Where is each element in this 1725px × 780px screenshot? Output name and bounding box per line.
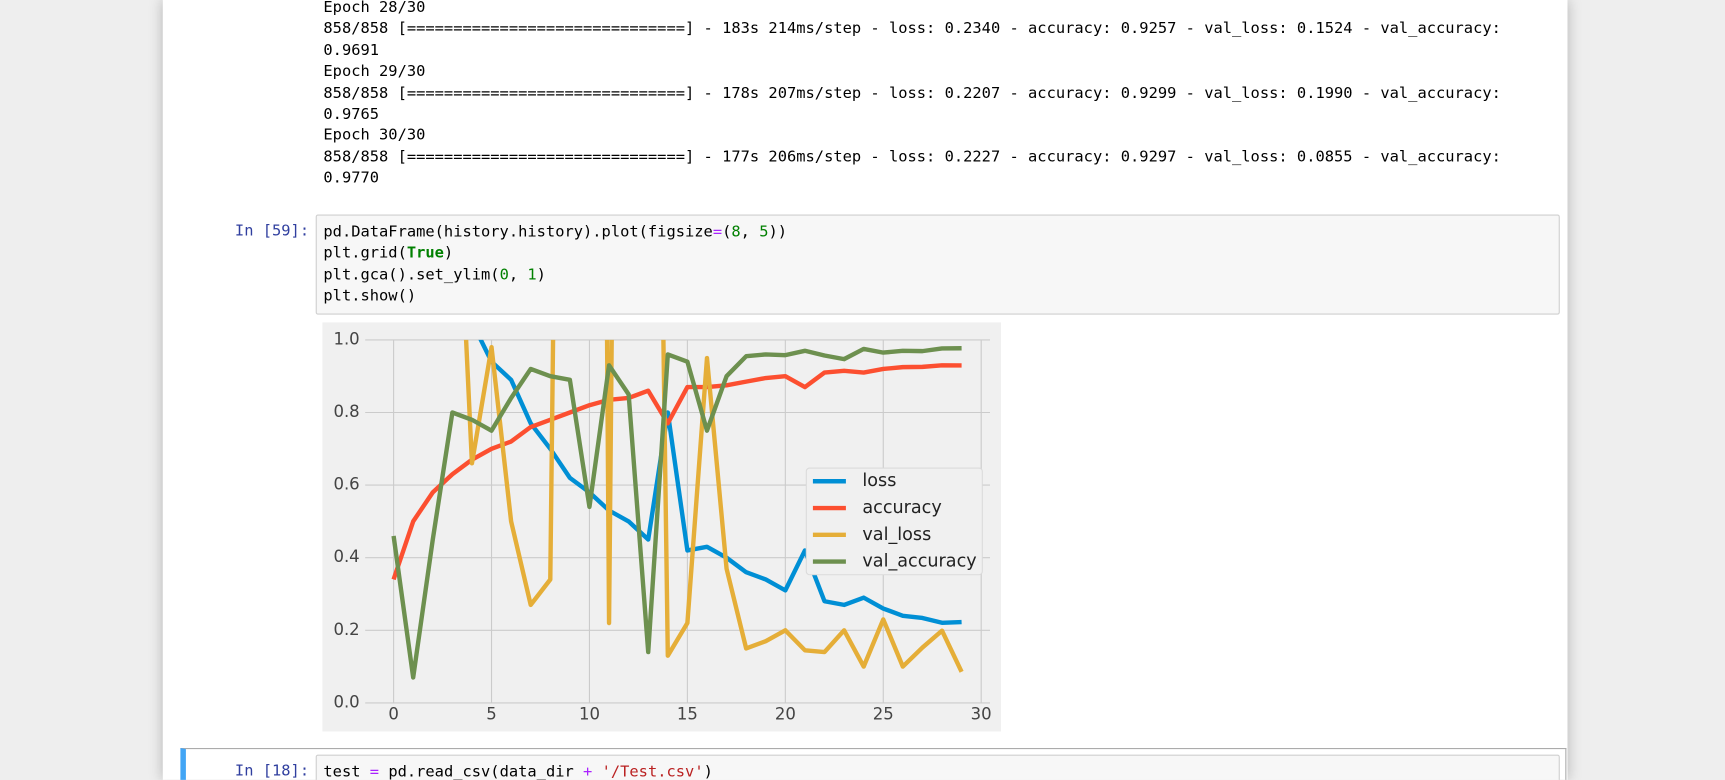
output-line: Epoch 30/30	[323, 126, 426, 145]
y-tick-label: 0.6	[333, 475, 359, 494]
output-line: Epoch 29/30	[323, 62, 426, 81]
code-token: 1	[527, 265, 537, 284]
code-token: '/Test.csv'	[601, 763, 704, 780]
code-token: test	[323, 763, 370, 780]
selected-cell[interactable]	[180, 748, 1567, 780]
code-input[interactable]: pd.DataFrame(history.history).plot(figsi…	[315, 214, 1560, 315]
code-line: pd.DataFrame(history.history).plot(figsi…	[323, 222, 787, 243]
code-token: (	[722, 223, 732, 241]
output-line: 858/858 [==============================]…	[323, 20, 1501, 38]
cell-prompt: In [59]:	[234, 222, 310, 240]
legend-label: loss	[862, 471, 896, 491]
y-tick-label: 0.4	[333, 547, 359, 566]
plot-lines	[391, 339, 964, 680]
chart: 0.0 0.2 0.4 0.6 0.8 1.0 0 5 10 15 20 25 30 loss accura…	[322, 322, 1001, 732]
code-token: =	[369, 763, 380, 780]
code-token: plt.show()	[323, 287, 417, 305]
code-line: plt.grid(True)	[323, 244, 453, 265]
series-line	[463, 339, 964, 673]
legend: loss accuracy val_loss val_accuracy	[805, 467, 983, 576]
y-tick-label: 0.2	[333, 620, 359, 639]
x-tick-label: 20	[775, 705, 796, 724]
output-line: 0.9765	[323, 105, 380, 124]
code-token: pd.read_csv(data_dir	[379, 763, 584, 780]
code-line: plt.show()	[323, 286, 416, 307]
x-tick-label: 10	[579, 705, 600, 724]
legend-label: val_loss	[862, 525, 931, 545]
x-tick-label: 15	[677, 705, 698, 724]
legend-box	[805, 467, 983, 576]
code-token	[592, 763, 601, 780]
code-token: =	[712, 223, 723, 241]
output-line: 858/858 [==============================]…	[323, 84, 1501, 102]
code-input[interactable]: test = pd.read_csv(data_dir + '/Test.csv…	[315, 754, 1560, 780]
code-token: plt.grid(	[323, 244, 407, 263]
series-line	[391, 346, 962, 680]
code-token: 0	[499, 265, 509, 284]
y-tick-label: 0.8	[333, 402, 359, 421]
x-tick-label: 0	[388, 705, 398, 724]
code-token: +	[583, 763, 593, 780]
code-token: plt.gca().set_ylim(	[323, 265, 500, 284]
output-line: Epoch 28/30	[323, 0, 426, 17]
y-tick-label: 0.0	[333, 692, 359, 711]
x-tick-label: 5	[486, 705, 497, 724]
code-token: 8	[731, 223, 741, 241]
x-tick-label: 25	[873, 705, 894, 724]
code-token: True	[406, 244, 444, 263]
code-token: )	[536, 265, 546, 284]
code-token: )	[443, 244, 454, 263]
output-line: 0.9691	[323, 41, 380, 60]
legend-label: accuracy	[862, 498, 941, 518]
code-line: plt.gca().set_ylim(0, 1)	[323, 265, 546, 286]
legend-label: val_accuracy	[862, 552, 976, 572]
output-line: 0.9770	[323, 169, 380, 188]
code-line: test = pd.read_csv(data_dir + '/Test.csv…	[323, 762, 712, 780]
cell-prompt: In [18]:	[234, 762, 310, 780]
code-token: )	[703, 763, 713, 780]
code-token: ,	[740, 223, 760, 241]
code-token: ,	[508, 265, 528, 284]
code-token: pd.DataFrame(history.history).plot(figsi…	[323, 223, 713, 241]
output-line: 858/858 [==============================]…	[323, 148, 1501, 166]
code-token: 5	[759, 223, 769, 241]
series-line	[391, 363, 962, 581]
x-tick-label: 30	[971, 705, 992, 724]
y-tick-label: 1.0	[333, 329, 359, 348]
code-token: ))	[768, 223, 788, 241]
